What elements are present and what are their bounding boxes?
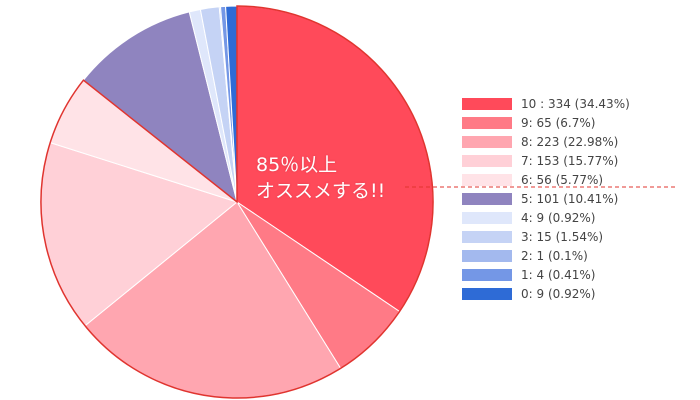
legend-item-10: 10 : 334 (34.43%) — [462, 94, 630, 113]
legend-label: 1: 4 (0.41%) — [521, 267, 596, 282]
highlight-outline — [40, 5, 434, 399]
legend-label: 8: 223 (22.98%) — [521, 134, 619, 149]
legend-label: 0: 9 (0.92%) — [521, 286, 596, 301]
legend-swatch — [462, 135, 512, 148]
legend-swatch — [462, 173, 512, 186]
legend-label: 7: 153 (15.77%) — [521, 153, 619, 168]
legend-label: 5: 101 (10.41%) — [521, 191, 619, 206]
legend-swatch — [462, 287, 512, 300]
annotation-line-1: 85％以上 — [256, 154, 338, 176]
annotation-line-2: オススメする!! — [256, 180, 386, 202]
legend-label: 6: 56 (5.77%) — [521, 172, 604, 187]
legend-item-7: 7: 153 (15.77%) — [462, 151, 630, 170]
legend-swatch — [462, 154, 512, 167]
highlight-annotation: 85％以上 オススメする!! — [256, 152, 385, 204]
legend-item-1: 1: 4 (0.41%) — [462, 265, 630, 284]
pie-slices — [40, 5, 434, 399]
legend-item-8: 8: 223 (22.98%) — [462, 132, 630, 151]
legend-swatch — [462, 230, 512, 243]
legend-item-9: 9: 65 (6.7%) — [462, 113, 630, 132]
legend-item-5: 5: 101 (10.41%) — [462, 189, 630, 208]
legend-item-0: 0: 9 (0.92%) — [462, 284, 630, 303]
legend-item-3: 3: 15 (1.54%) — [462, 227, 630, 246]
legend-swatch — [462, 192, 512, 205]
legend-item-4: 4: 9 (0.92%) — [462, 208, 630, 227]
legend-item-6: 6: 56 (5.77%) — [462, 170, 630, 189]
legend-label: 2: 1 (0.1%) — [521, 248, 588, 263]
legend-swatch — [462, 249, 512, 262]
legend-item-2: 2: 1 (0.1%) — [462, 246, 630, 265]
legend: 10 : 334 (34.43%) 9: 65 (6.7%) 8: 223 (22.… — [462, 94, 630, 303]
legend-swatch — [462, 116, 512, 129]
legend-swatch — [462, 268, 512, 281]
legend-label: 3: 15 (1.54%) — [521, 229, 604, 244]
pie-slice-5 — [82, 11, 238, 204]
legend-label: 10 : 334 (34.43%) — [521, 96, 630, 111]
legend-swatch — [462, 97, 512, 110]
legend-swatch — [462, 211, 512, 224]
legend-label: 4: 9 (0.92%) — [521, 210, 596, 225]
legend-label: 9: 65 (6.7%) — [521, 115, 596, 130]
